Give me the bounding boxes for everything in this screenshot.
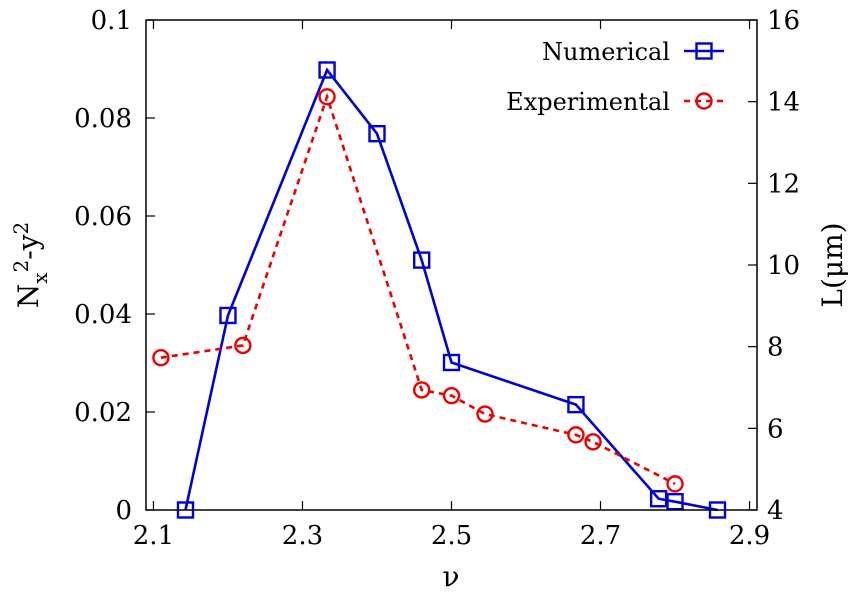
legend-marker-1 xyxy=(695,92,713,110)
series-1-point xyxy=(584,433,602,451)
y-left-tick-label: 0.06 xyxy=(74,202,132,232)
series-1-point xyxy=(318,88,336,106)
y-left-tick-label: 0.02 xyxy=(74,398,132,428)
series-0-point xyxy=(318,61,336,79)
ticks-layer: 2.1 2.3 2.5 2.7 2.9 0 0.02 0.04 0.06 0.08 0.1 4 6 8 10… xyxy=(74,6,800,551)
x-tick-label: 2.5 xyxy=(431,521,472,551)
y-right-tick-label: 6 xyxy=(767,414,784,444)
x-axis-label: ν xyxy=(442,560,459,593)
series-0-point xyxy=(649,490,668,508)
x-tick-label: 2.1 xyxy=(133,521,174,551)
y-axis-right-label: L(μm) xyxy=(816,222,849,307)
y-right-tick-label: 8 xyxy=(767,333,784,363)
series-0-point xyxy=(368,124,386,143)
x-tick-label: 2.7 xyxy=(580,521,621,551)
x-tick-label: 2.3 xyxy=(282,521,323,551)
legend-marker-0 xyxy=(695,42,713,60)
plot-frame xyxy=(145,19,758,511)
y-right-tick-label: 14 xyxy=(767,88,800,118)
y-right-tick-label: 10 xyxy=(767,251,800,281)
series-line-1 xyxy=(160,92,676,486)
y-left-tick-label: 0 xyxy=(115,496,132,526)
series-1-point xyxy=(152,348,170,367)
y-right-tick-label: 12 xyxy=(767,169,800,199)
series-layer xyxy=(152,61,727,519)
y-left-tick-label: 0.1 xyxy=(91,6,132,36)
y-left-tick-label: 0.08 xyxy=(74,104,132,134)
y-right-tick-label: 16 xyxy=(767,6,800,36)
y-axis-left-label: Nx2-y2 xyxy=(9,222,52,309)
x-tick-label: 2.9 xyxy=(729,521,770,551)
series-1-point xyxy=(412,381,431,399)
y-left-tick-label: 0.04 xyxy=(74,300,132,330)
series-1-point xyxy=(234,336,252,355)
series-0-point xyxy=(412,251,431,269)
series-0-point xyxy=(666,492,684,511)
series-1-point xyxy=(476,405,494,423)
series-0-point xyxy=(442,353,461,372)
series-1-point xyxy=(666,475,684,493)
legend-label-1: Experimental xyxy=(506,88,670,116)
legend: Numerical Experimental xyxy=(506,38,724,116)
series-0-point xyxy=(219,306,237,325)
series-line-0 xyxy=(184,67,718,512)
y-right-tick-label: 4 xyxy=(767,496,784,526)
series-0-point xyxy=(567,395,585,414)
series-1-point xyxy=(442,386,461,405)
series-1-point xyxy=(567,426,585,444)
legend-label-0: Numerical xyxy=(542,38,670,66)
